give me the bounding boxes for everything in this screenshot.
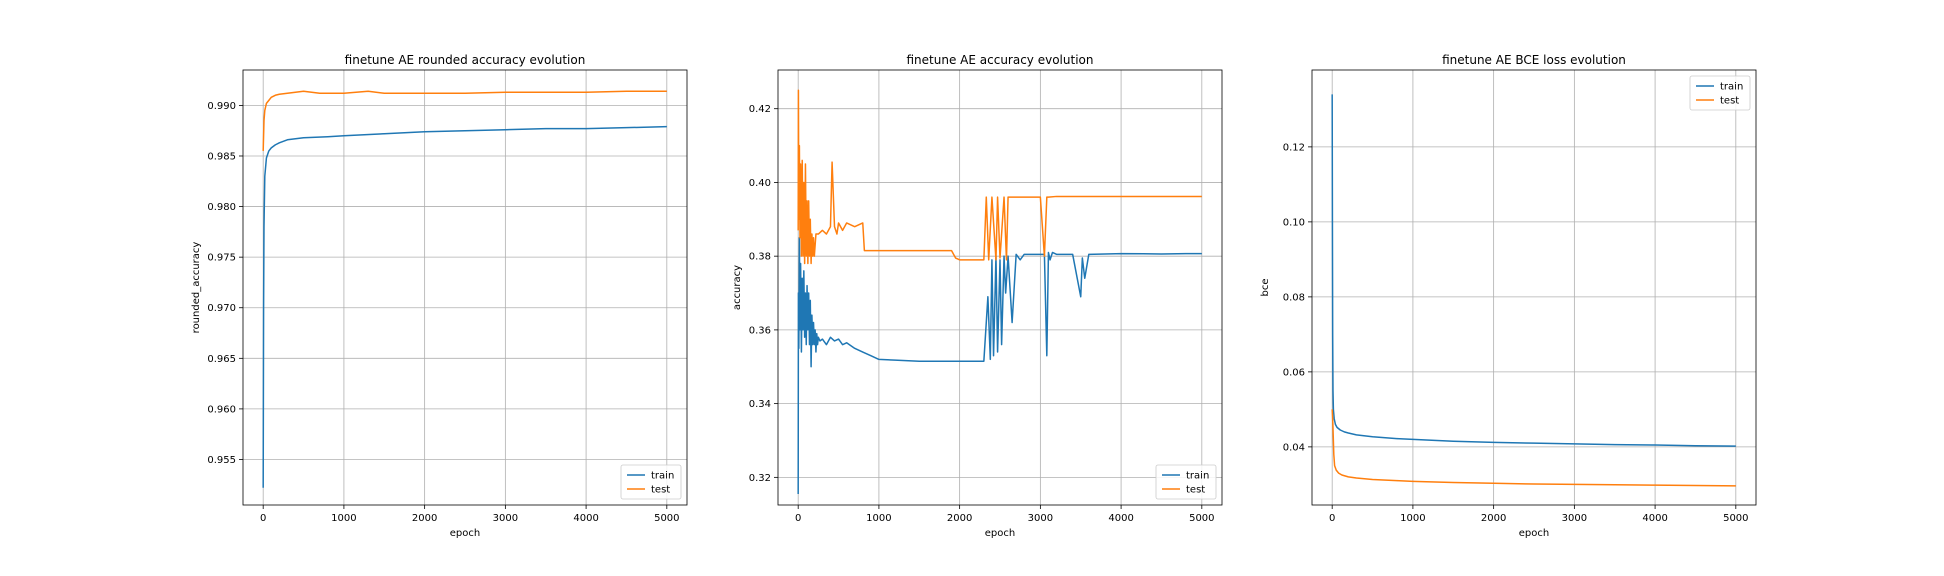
legend: train test xyxy=(1155,464,1217,500)
x-tick-label: 1000 xyxy=(331,513,356,524)
series-line-test xyxy=(1331,409,1736,487)
chart-panel-2: 0 1000 2000 3000 4000 5000 0.32 0.34 0.36 0.38 0.4… xyxy=(732,53,1223,539)
series-line-test xyxy=(262,90,667,151)
chart-panel-3: 0 1000 2000 3000 4000 5000 0.04 0.06 0.08 0.10 0.1… xyxy=(1260,53,1757,539)
y-tick-label: 0.975 xyxy=(207,253,236,264)
y-tick-label: 0.960 xyxy=(207,404,236,415)
legend-label-train: train xyxy=(651,471,674,482)
series-group xyxy=(1331,94,1736,487)
x-tick-label: 5000 xyxy=(1189,513,1214,524)
legend-box xyxy=(1155,464,1217,500)
x-axis-label: epoch xyxy=(1519,528,1549,539)
legend-label-train: train xyxy=(1720,82,1743,93)
x-tick-label: 1000 xyxy=(866,513,891,524)
series-group xyxy=(797,89,1202,494)
x-tick-label: 4000 xyxy=(573,513,598,524)
plot-area xyxy=(1312,70,1756,505)
y-tick-label: 0.42 xyxy=(749,104,771,115)
series-line-train xyxy=(1331,94,1736,447)
plot-area xyxy=(243,70,687,505)
chart-title: finetune AE BCE loss evolution xyxy=(1442,53,1626,67)
x-tick-label: 4000 xyxy=(1108,513,1133,524)
y-tick-label: 0.12 xyxy=(1283,142,1305,153)
x-tick-label: 0 xyxy=(260,513,266,524)
x-tick-label: 2000 xyxy=(1481,513,1506,524)
y-tick-label: 0.985 xyxy=(207,151,236,162)
x-tick-label: 3000 xyxy=(1562,513,1587,524)
y-tick-label: 0.08 xyxy=(1283,292,1305,303)
y-axis-label: rounded_accuracy xyxy=(191,242,202,334)
x-tick-label: 4000 xyxy=(1642,513,1667,524)
y-tick-label: 0.10 xyxy=(1283,217,1305,228)
y-tick-label: 0.970 xyxy=(207,303,236,314)
legend-label-test: test xyxy=(1720,96,1739,107)
y-tick-label: 0.38 xyxy=(749,252,771,263)
series-line-train xyxy=(797,236,1202,494)
x-tick-label: 1000 xyxy=(1400,513,1425,524)
axes-frame xyxy=(777,69,1223,506)
x-axis-label: epoch xyxy=(985,528,1015,539)
y-tick-label: 0.965 xyxy=(207,354,236,365)
x-tick-label: 5000 xyxy=(654,513,679,524)
y-tick-label: 0.32 xyxy=(749,473,771,484)
y-tick-label: 0.980 xyxy=(207,202,236,213)
axes-frame xyxy=(242,69,688,506)
grid xyxy=(243,70,687,505)
x-axis-label: epoch xyxy=(450,528,480,539)
y-axis-label: accuracy xyxy=(732,265,743,310)
legend-label-train: train xyxy=(1186,471,1209,482)
y-tick-label: 0.40 xyxy=(749,178,771,189)
chart-panel-1: 0 1000 2000 3000 4000 5000 0.955 0.960 0.965 0.97… xyxy=(191,53,688,539)
axes-frame xyxy=(1311,69,1757,506)
y-tick-label: 0.34 xyxy=(749,399,771,410)
x-tick-label: 2000 xyxy=(412,513,437,524)
y-tick-label: 0.04 xyxy=(1283,442,1305,453)
y-tick-label: 0.955 xyxy=(207,455,236,466)
legend-label-test: test xyxy=(1186,485,1205,496)
chart-title: finetune AE accuracy evolution xyxy=(907,53,1094,67)
x-tick-label: 3000 xyxy=(493,513,518,524)
x-tick-label: 0 xyxy=(795,513,801,524)
grid xyxy=(778,70,1222,505)
y-tick-label: 0.06 xyxy=(1283,367,1305,378)
y-axis-label: bce xyxy=(1260,279,1271,297)
x-tick-label: 0 xyxy=(1329,513,1335,524)
x-tick-label: 3000 xyxy=(1028,513,1053,524)
x-tick-label: 2000 xyxy=(947,513,972,524)
series-line-train xyxy=(262,125,667,488)
legend-label-test: test xyxy=(651,485,670,496)
series-line-test xyxy=(797,89,1202,265)
legend: train test xyxy=(620,464,682,500)
legend-box xyxy=(620,464,682,500)
legend: train test xyxy=(1689,75,1751,111)
series-group xyxy=(262,90,667,488)
legend-box xyxy=(1689,75,1751,111)
y-tick-label: 0.36 xyxy=(749,325,771,336)
y-tick-label: 0.990 xyxy=(207,101,236,112)
x-tick-label: 5000 xyxy=(1723,513,1748,524)
chart-title: finetune AE rounded accuracy evolution xyxy=(345,53,586,67)
